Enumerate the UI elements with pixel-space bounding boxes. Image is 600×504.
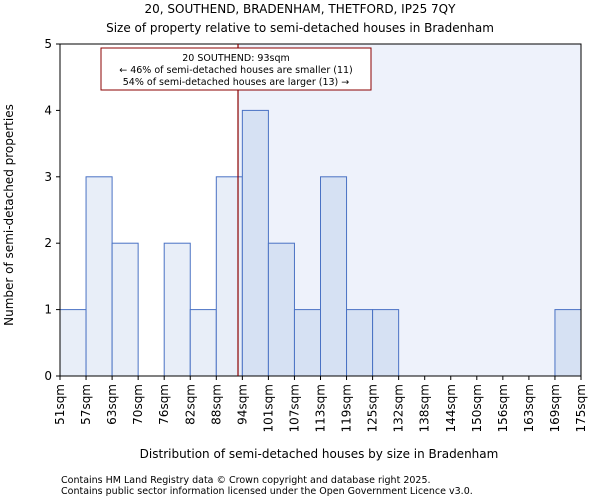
annotation-line-2: ← 46% of semi-detached houses are smalle…	[119, 65, 353, 76]
chart-title: 20, SOUTHEND, BRADENHAM, THETFORD, IP25 …	[145, 2, 457, 16]
x-tick-label: 76sqm	[157, 384, 171, 425]
annotation-line-1: 20 SOUTHEND: 93sqm	[182, 53, 289, 64]
x-tick-label: 175sqm	[574, 384, 588, 432]
x-tick-label: 169sqm	[548, 384, 562, 432]
y-tick-label: 2	[44, 236, 52, 250]
x-tick-label: 119sqm	[340, 384, 354, 432]
histogram-bar	[293, 309, 322, 377]
histogram-bar	[346, 309, 374, 377]
histogram-bar	[85, 176, 113, 377]
x-tick-label: 88sqm	[209, 384, 223, 425]
x-tick-label: 94sqm	[235, 384, 249, 425]
x-tick-label: 82sqm	[183, 384, 197, 425]
x-tick-label: 138sqm	[418, 384, 432, 432]
x-tick-label: 51sqm	[53, 384, 67, 425]
y-tick-label: 0	[44, 369, 52, 383]
annotation-line-3: 54% of semi-detached houses are larger (…	[123, 77, 350, 88]
x-tick-label: 144sqm	[444, 384, 458, 432]
x-tick-label: 163sqm	[522, 384, 536, 432]
footer-line-2: Contains public sector information licen…	[61, 486, 473, 497]
annotation-frame	[100, 47, 372, 91]
histogram-bar	[163, 242, 191, 377]
histogram-bar	[320, 176, 348, 377]
histogram-bar	[554, 309, 582, 377]
x-tick-label: 150sqm	[470, 384, 484, 432]
y-tick-label: 3	[44, 170, 52, 184]
x-tick-label: 125sqm	[366, 384, 380, 432]
x-tick-label: 107sqm	[287, 384, 301, 432]
histogram-bar	[111, 242, 139, 377]
histogram-bar	[59, 309, 87, 377]
x-tick-label: 113sqm	[314, 384, 328, 432]
histogram-bar	[189, 309, 217, 377]
plot-area: 0 1 2 3 4 5 51sqm 57sqm 63sqm 70sqm 76sqm 82sqm 88sq…	[44, 37, 588, 432]
x-axis-label: Distribution of semi-detached houses by …	[140, 447, 499, 461]
y-tick-label: 4	[44, 103, 52, 117]
x-tick-label: 101sqm	[261, 384, 275, 432]
histogram-bar	[267, 242, 295, 377]
chart-subtitle: Size of property relative to semi-detach…	[106, 21, 494, 35]
x-tick-label: 132sqm	[392, 384, 406, 432]
x-tick-label: 156sqm	[496, 384, 510, 432]
annotation-box: 20 SOUTHEND: 93sqm ← 46% of semi-detache…	[100, 47, 372, 91]
x-tick-label: 63sqm	[105, 384, 119, 425]
x-tick-label: 57sqm	[79, 384, 93, 425]
histogram-bar	[241, 109, 269, 377]
y-tick-label: 5	[44, 37, 52, 51]
y-tick-label: 1	[44, 303, 52, 317]
x-tick-label: 70sqm	[131, 384, 145, 425]
footer-line-1: Contains HM Land Registry data © Crown c…	[61, 475, 431, 486]
y-axis-label: Number of semi-detached properties	[2, 104, 16, 326]
histogram-bar	[372, 309, 400, 377]
